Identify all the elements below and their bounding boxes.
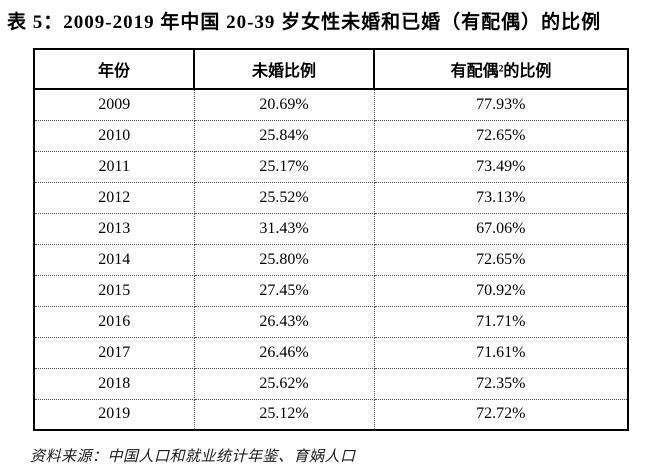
table-row: 2012 25.52% 73.13% [33, 181, 629, 214]
year-cell: 2016 [33, 305, 195, 338]
table-row: 2015 27.45% 70.92% [33, 274, 629, 307]
unmarried-cell: 31.43% [193, 212, 375, 245]
married-cell: 67.06% [373, 212, 629, 245]
header-cell-year: 年份 [33, 48, 195, 90]
table-row: 2011 25.17% 73.49% [33, 150, 629, 183]
unmarried-cell: 25.80% [193, 243, 375, 276]
table-row: 2009 20.69% 77.93% [33, 88, 629, 121]
married-cell: 72.65% [373, 243, 629, 276]
table-row: 2014 25.80% 72.65% [33, 243, 629, 276]
married-cell: 71.71% [373, 305, 629, 338]
table-row: 2016 26.43% 71.71% [33, 305, 629, 338]
year-cell: 2010 [33, 119, 195, 152]
unmarried-cell: 26.46% [193, 336, 375, 369]
year-cell: 2011 [33, 150, 195, 183]
header-cell-married: 有配偶²的比例 [373, 48, 629, 90]
year-cell: 2009 [33, 88, 195, 121]
source-note: 资料来源：中国人口和就业统计年鉴、育娲人口 [30, 449, 356, 465]
table-row: 2017 26.46% 71.61% [33, 336, 629, 369]
table-row: 2019 25.12% 72.72% [33, 398, 629, 431]
unmarried-cell: 25.12% [193, 398, 375, 431]
year-cell: 2013 [33, 212, 195, 245]
married-cell: 73.49% [373, 150, 629, 183]
unmarried-cell: 27.45% [193, 274, 375, 307]
table-row: 2018 25.62% 72.35% [33, 367, 629, 400]
year-cell: 2019 [33, 398, 195, 431]
year-cell: 2018 [33, 367, 195, 400]
married-cell: 70.92% [373, 274, 629, 307]
unmarried-cell: 20.69% [193, 88, 375, 121]
married-cell: 72.35% [373, 367, 629, 400]
year-cell: 2017 [33, 336, 195, 369]
unmarried-cell: 25.62% [193, 367, 375, 400]
table-row: 2010 25.84% 72.65% [33, 119, 629, 152]
married-cell: 71.61% [373, 336, 629, 369]
unmarried-cell: 26.43% [193, 305, 375, 338]
data-table: 年份 未婚比例 有配偶²的比例 2009 20.69% 77.93% 2010 … [33, 48, 629, 431]
unmarried-cell: 25.52% [193, 181, 375, 214]
year-cell: 2014 [33, 243, 195, 276]
married-cell: 73.13% [373, 181, 629, 214]
married-cell: 77.93% [373, 88, 629, 121]
header-cell-unmarried: 未婚比例 [193, 48, 375, 90]
page-title: 表 5：2009-2019 年中国 20-39 岁女性未婚和已婚（有配偶）的比例 [7, 12, 602, 33]
unmarried-cell: 25.17% [193, 150, 375, 183]
table-row: 2013 31.43% 67.06% [33, 212, 629, 245]
year-cell: 2012 [33, 181, 195, 214]
unmarried-cell: 25.84% [193, 119, 375, 152]
table-header-row: 年份 未婚比例 有配偶²的比例 [33, 48, 629, 90]
year-cell: 2015 [33, 274, 195, 307]
married-cell: 72.65% [373, 119, 629, 152]
married-cell: 72.72% [373, 398, 629, 431]
